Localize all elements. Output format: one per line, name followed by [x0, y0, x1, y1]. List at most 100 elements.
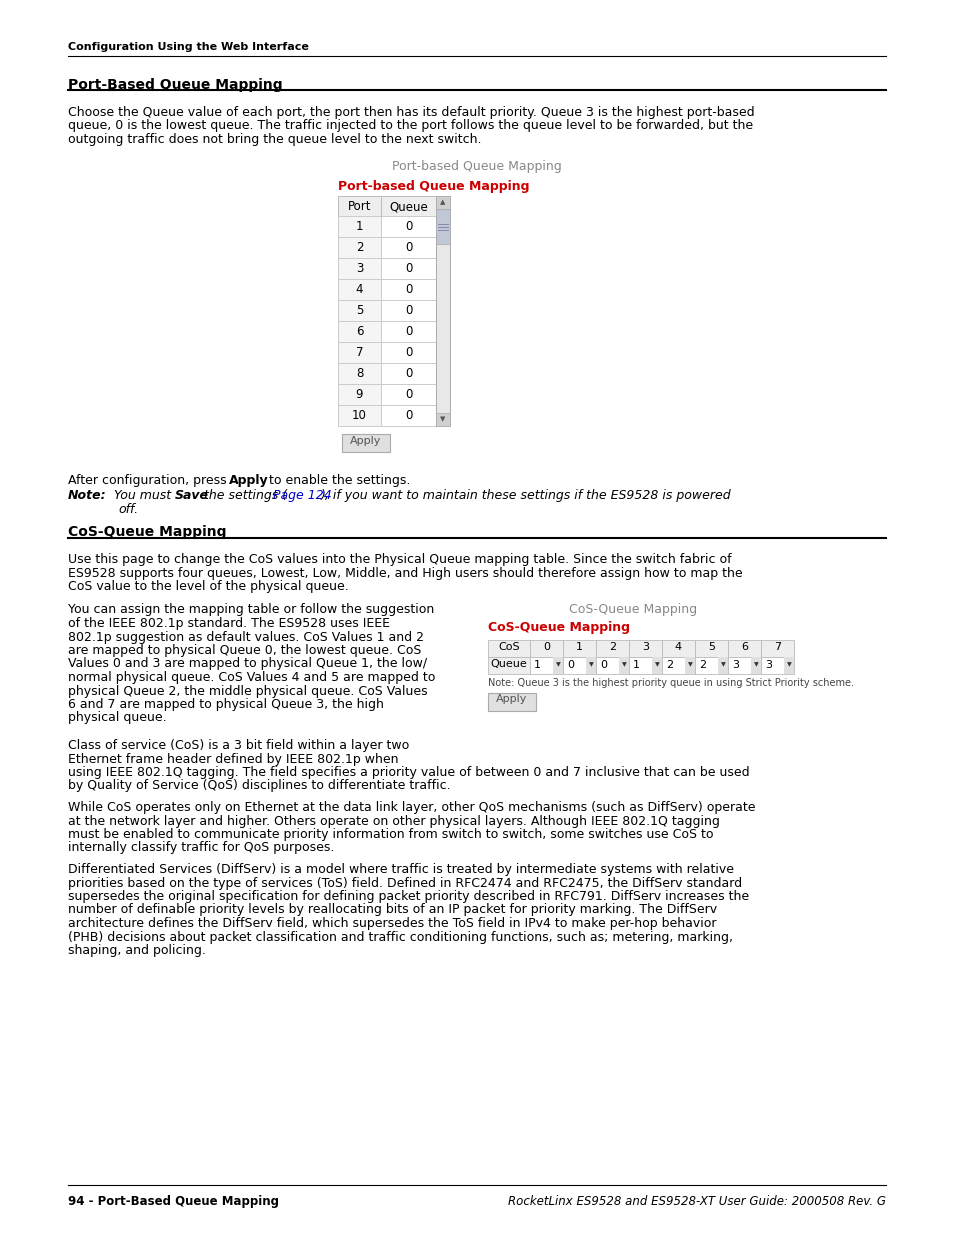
Bar — [380, 300, 436, 321]
Text: (PHB) decisions about packet classification and traffic conditioning functions, : (PHB) decisions about packet classificat… — [68, 930, 732, 944]
Text: architecture defines the DiffServ field, which supersedes the ToS field in IPv4 : architecture defines the DiffServ field,… — [68, 918, 716, 930]
Bar — [596, 640, 628, 657]
Text: 10: 10 — [352, 409, 367, 422]
Text: supersedes the original specification for defining packet priority described in : supersedes the original specification fo… — [68, 890, 748, 903]
Text: ▼: ▼ — [621, 662, 626, 667]
Bar — [436, 412, 450, 426]
Text: 1: 1 — [633, 659, 639, 669]
Bar — [380, 321, 436, 342]
Text: 2: 2 — [699, 659, 705, 669]
Bar — [488, 657, 530, 673]
Text: 4: 4 — [674, 642, 681, 652]
Text: 2: 2 — [665, 659, 673, 669]
Text: You must: You must — [106, 489, 175, 501]
Bar — [337, 258, 380, 279]
Bar — [530, 657, 562, 673]
Text: are mapped to physical Queue 0, the lowest queue. CoS: are mapped to physical Queue 0, the lowe… — [68, 643, 421, 657]
Bar — [436, 196, 450, 209]
Bar — [380, 258, 436, 279]
Text: ), if you want to maintain these settings if the ES9528 is powered: ), if you want to maintain these setting… — [320, 489, 731, 501]
Text: CoS: CoS — [497, 642, 519, 652]
Text: Port-based Queue Mapping: Port-based Queue Mapping — [337, 180, 529, 193]
Bar — [337, 321, 380, 342]
Text: ▼: ▼ — [555, 662, 559, 667]
Bar — [596, 657, 628, 673]
Text: ▼: ▼ — [786, 662, 791, 667]
Text: of the IEEE 802.1p standard. The ES9528 uses IEEE: of the IEEE 802.1p standard. The ES9528 … — [68, 618, 390, 630]
Bar — [562, 640, 596, 657]
Text: queue, 0 is the lowest queue. The traffic injected to the port follows the queue: queue, 0 is the lowest queue. The traffi… — [68, 120, 752, 132]
Text: ▼: ▼ — [753, 662, 758, 667]
Text: 1: 1 — [534, 659, 540, 669]
Text: 0: 0 — [404, 346, 412, 359]
Bar — [553, 657, 562, 673]
Text: ▼: ▼ — [654, 662, 659, 667]
Text: at the network layer and higher. Others operate on other physical layers. Althou: at the network layer and higher. Others … — [68, 815, 720, 827]
Text: Queue: Queue — [490, 659, 527, 669]
Bar — [337, 237, 380, 258]
Text: 0: 0 — [404, 388, 412, 401]
Text: by Quality of Service (QoS) disciplines to differentiate traffic.: by Quality of Service (QoS) disciplines … — [68, 779, 450, 793]
Text: 0: 0 — [404, 325, 412, 338]
Text: Note:: Note: — [68, 489, 107, 501]
Bar — [380, 342, 436, 363]
Text: physical queue.: physical queue. — [68, 711, 167, 725]
Bar — [488, 693, 536, 710]
Text: shaping, and policing.: shaping, and policing. — [68, 944, 206, 957]
Bar — [651, 657, 661, 673]
Bar — [628, 640, 661, 657]
Bar — [695, 657, 727, 673]
Text: ▼: ▼ — [687, 662, 692, 667]
Bar — [380, 237, 436, 258]
Text: Port-Based Queue Mapping: Port-Based Queue Mapping — [68, 78, 282, 91]
Text: normal physical queue. CoS Values 4 and 5 are mapped to: normal physical queue. CoS Values 4 and … — [68, 671, 435, 684]
Bar — [337, 384, 380, 405]
Text: CoS-Queue Mapping: CoS-Queue Mapping — [568, 604, 697, 616]
Text: Ethernet frame header defined by IEEE 802.1p when: Ethernet frame header defined by IEEE 80… — [68, 752, 398, 766]
Bar — [337, 196, 436, 216]
Bar — [661, 657, 695, 673]
Text: Values 0 and 3 are mapped to physical Queue 1, the low/: Values 0 and 3 are mapped to physical Qu… — [68, 657, 427, 671]
Text: ES9528 supports four queues, Lowest, Low, Middle, and High users should therefor: ES9528 supports four queues, Lowest, Low… — [68, 567, 741, 579]
Bar — [380, 279, 436, 300]
Bar — [380, 363, 436, 384]
Text: Page 124: Page 124 — [273, 489, 332, 501]
Text: You can assign the mapping table or follow the suggestion: You can assign the mapping table or foll… — [68, 604, 434, 616]
Text: 0: 0 — [404, 241, 412, 254]
Text: 6 and 7 are mapped to physical Queue 3, the high: 6 and 7 are mapped to physical Queue 3, … — [68, 698, 383, 711]
Text: ▼: ▼ — [588, 662, 593, 667]
Text: Use this page to change the CoS values into the Physical Queue mapping table. Si: Use this page to change the CoS values i… — [68, 553, 731, 566]
Bar — [783, 657, 793, 673]
Text: CoS-Queue Mapping: CoS-Queue Mapping — [488, 621, 629, 635]
Bar — [661, 640, 695, 657]
Text: Class of service (CoS) is a 3 bit field within a layer two: Class of service (CoS) is a 3 bit field … — [68, 739, 409, 752]
Text: 8: 8 — [355, 367, 363, 380]
Bar — [750, 657, 760, 673]
Text: 7: 7 — [773, 642, 781, 652]
Text: 0: 0 — [566, 659, 574, 669]
Text: off.: off. — [118, 503, 138, 516]
Bar — [337, 363, 380, 384]
Bar — [341, 433, 390, 452]
Text: 7: 7 — [355, 346, 363, 359]
Text: Apply: Apply — [229, 474, 269, 487]
Text: Save: Save — [174, 489, 209, 501]
Text: 94 - Port-Based Queue Mapping: 94 - Port-Based Queue Mapping — [68, 1195, 278, 1208]
Bar — [488, 640, 530, 657]
Text: ▼: ▼ — [440, 416, 445, 422]
Bar — [337, 405, 380, 426]
Text: Choose the Queue value of each port, the port then has its default priority. Que: Choose the Queue value of each port, the… — [68, 106, 754, 119]
Text: 2: 2 — [608, 642, 616, 652]
Bar — [618, 657, 628, 673]
Text: 0: 0 — [599, 659, 606, 669]
Text: outgoing traffic does not bring the queue level to the next switch.: outgoing traffic does not bring the queu… — [68, 133, 481, 146]
Bar — [760, 640, 793, 657]
Bar — [337, 279, 380, 300]
Text: RocketLinx ES9528 and ES9528-XT User Guide: 2000508 Rev. G: RocketLinx ES9528 and ES9528-XT User Gui… — [507, 1195, 885, 1208]
Text: 0: 0 — [404, 283, 412, 296]
Bar — [628, 657, 661, 673]
Text: 9: 9 — [355, 388, 363, 401]
Text: 802.1p suggestion as default values. CoS Values 1 and 2: 802.1p suggestion as default values. CoS… — [68, 631, 423, 643]
Text: Apply: Apply — [350, 436, 381, 446]
Text: Configuration Using the Web Interface: Configuration Using the Web Interface — [68, 42, 309, 52]
